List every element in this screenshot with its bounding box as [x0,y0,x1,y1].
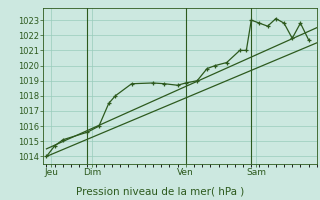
Text: Pression niveau de la mer( hPa ): Pression niveau de la mer( hPa ) [76,186,244,196]
